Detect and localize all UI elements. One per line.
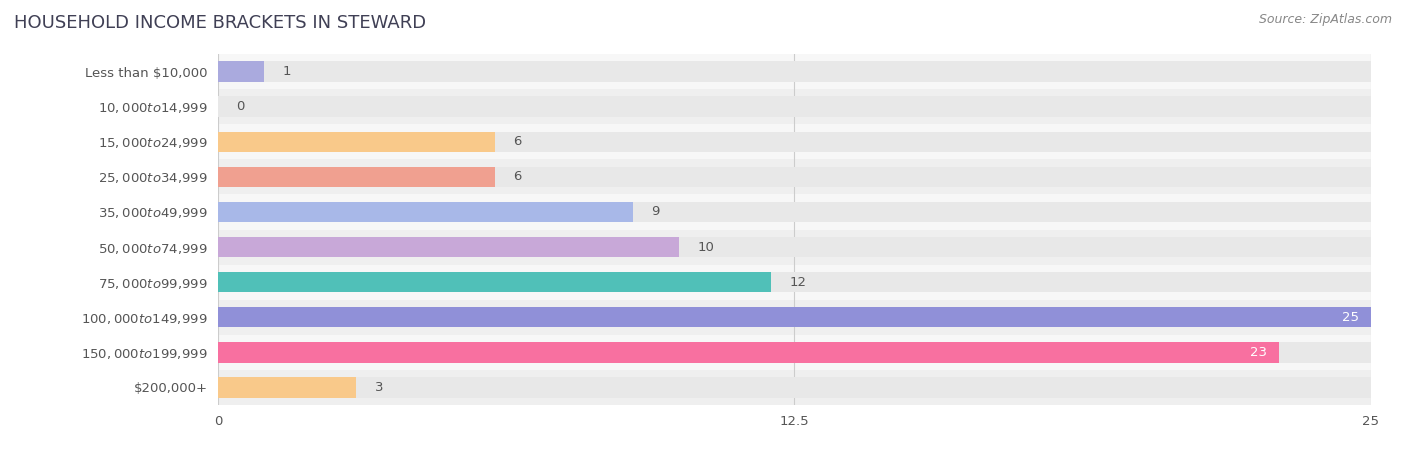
Bar	[218, 96, 1371, 117]
Bar	[218, 272, 772, 292]
Bar	[218, 202, 1371, 222]
Bar	[218, 61, 1371, 82]
Bar	[218, 265, 1371, 300]
Bar	[218, 237, 1371, 257]
Bar	[218, 194, 1371, 230]
Bar	[218, 131, 495, 152]
Text: 6: 6	[513, 135, 522, 148]
Bar	[218, 370, 1371, 405]
Text: 0: 0	[236, 100, 245, 113]
Bar	[218, 237, 679, 257]
Bar	[218, 307, 1371, 328]
Text: 1: 1	[283, 65, 291, 78]
Text: 9: 9	[651, 206, 659, 218]
Bar	[218, 166, 1371, 187]
Bar	[218, 202, 633, 222]
Bar	[218, 89, 1371, 124]
Bar	[218, 131, 1371, 152]
Text: 25: 25	[1343, 311, 1360, 324]
Text: 6: 6	[513, 171, 522, 183]
Bar	[218, 377, 1371, 398]
Bar	[218, 342, 1278, 363]
Bar	[218, 166, 495, 187]
Bar	[218, 61, 264, 82]
Bar	[218, 377, 356, 398]
Bar	[218, 307, 1371, 328]
Text: 10: 10	[697, 241, 714, 253]
Bar	[218, 230, 1371, 265]
Text: 3: 3	[375, 381, 384, 394]
Text: Source: ZipAtlas.com: Source: ZipAtlas.com	[1258, 14, 1392, 27]
Bar	[218, 124, 1371, 159]
Text: 23: 23	[1250, 346, 1267, 359]
Bar	[218, 342, 1371, 363]
Bar	[218, 272, 1371, 292]
Text: 12: 12	[790, 276, 807, 288]
Bar	[218, 159, 1371, 194]
Text: HOUSEHOLD INCOME BRACKETS IN STEWARD: HOUSEHOLD INCOME BRACKETS IN STEWARD	[14, 14, 426, 32]
Bar	[218, 54, 1371, 89]
Bar	[218, 300, 1371, 335]
Bar	[218, 335, 1371, 370]
